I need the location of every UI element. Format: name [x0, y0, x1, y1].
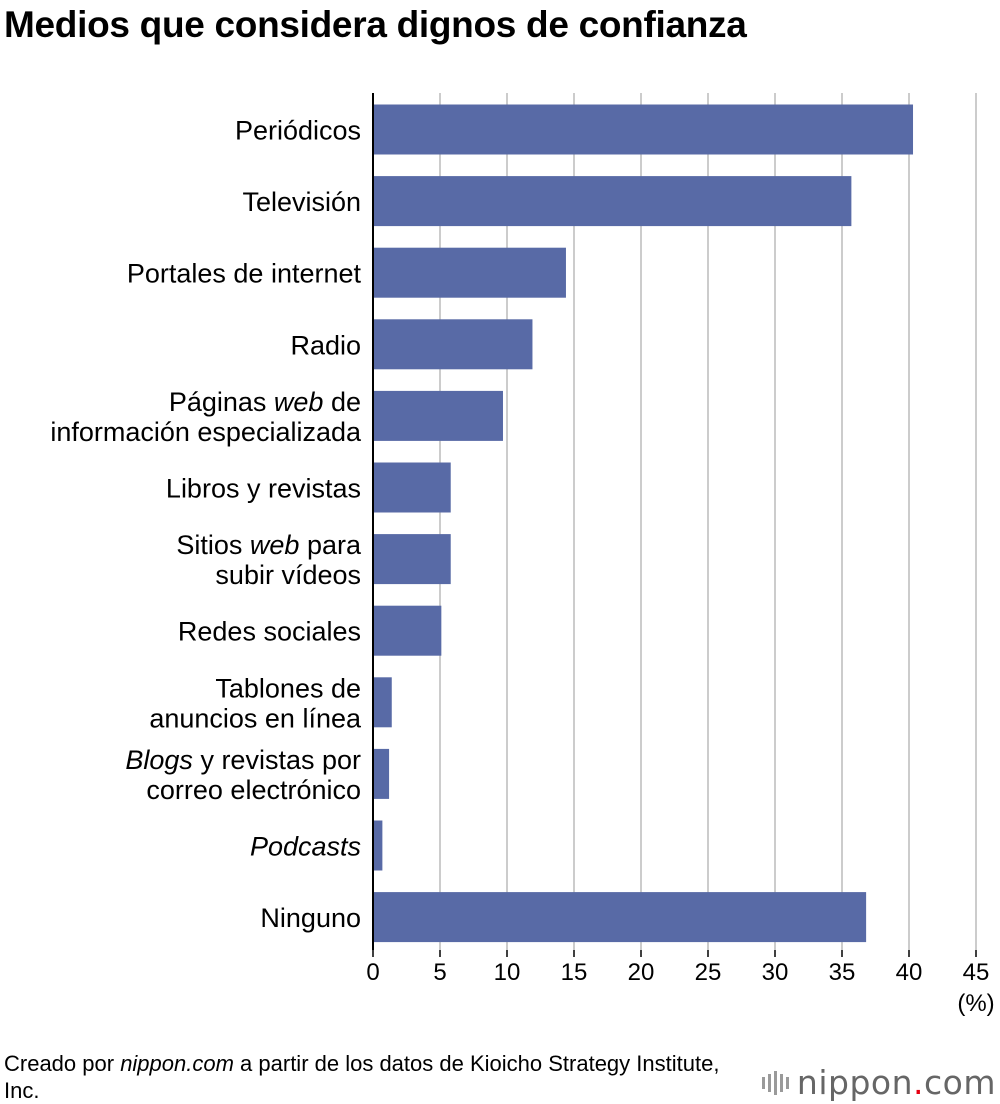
source-note: Creado por nippon.com a partir de los da… — [4, 1050, 744, 1104]
category-label-3: Radio — [290, 330, 361, 360]
category-label-11: Ninguno — [260, 903, 361, 933]
x-unit-label: (%) — [957, 990, 994, 1017]
source-prefix: Creado por — [4, 1051, 121, 1076]
logo-bars-icon — [761, 1070, 789, 1095]
category-label-1: Televisión — [242, 187, 361, 217]
bar-0 — [373, 104, 914, 155]
category-label-run: Ninguno — [260, 903, 361, 933]
bar-1 — [373, 176, 852, 227]
source-site: nippon.com — [120, 1051, 234, 1076]
bar-3 — [373, 319, 533, 370]
x-tick-label-20: 20 — [628, 959, 655, 986]
category-label-run: correo electrónico — [146, 775, 361, 805]
x-tick-label-5: 5 — [433, 959, 446, 986]
category-label-run: Periódicos — [235, 116, 361, 146]
category-label-run: Sitios — [176, 530, 250, 560]
category-label-run: Portales de internet — [127, 259, 362, 289]
category-label-7: Redes sociales — [178, 617, 361, 647]
x-tick-label-10: 10 — [494, 959, 521, 986]
category-label-run: Tablones de — [215, 673, 361, 703]
category-label-run: Páginas — [169, 387, 274, 417]
category-label-run: web — [250, 530, 300, 560]
bar-10 — [373, 820, 383, 871]
category-label-6: Sitios web para subir vídeos — [176, 530, 362, 590]
category-label-2: Portales de internet — [127, 259, 362, 289]
category-label-9: Blogs y revistas por correo electrónico — [125, 745, 361, 805]
category-label-0: Periódicos — [235, 116, 361, 146]
x-tick-label-40: 40 — [896, 959, 923, 986]
bar-9 — [373, 748, 390, 799]
category-label-run: Redes sociales — [178, 617, 361, 647]
bar-2 — [373, 247, 566, 298]
category-label-5: Libros y revistas — [166, 474, 361, 504]
bar-11 — [373, 892, 867, 943]
category-label-run: Televisión — [242, 187, 361, 217]
x-tick-label-0: 0 — [366, 959, 379, 986]
x-tick-label-15: 15 — [561, 959, 588, 986]
category-label-run: anuncios en línea — [149, 703, 362, 733]
x-tick-label-45: 45 — [963, 959, 990, 986]
bar-4 — [373, 390, 503, 441]
category-label-4: Páginas web de información especializada — [50, 387, 362, 447]
category-label-8: Tablones de anuncios en línea — [149, 673, 362, 733]
logo-name: nippon — [796, 1063, 914, 1102]
x-tick-label-35: 35 — [829, 959, 856, 986]
chart-title: Medios que considera dignos de confianza — [4, 4, 747, 45]
x-tick-label-25: 25 — [695, 959, 722, 986]
x-tick-label-30: 30 — [762, 959, 789, 986]
source-suffix: a partir de los datos de Kioicho Strateg… — [4, 1051, 720, 1103]
category-label-run: Radio — [290, 330, 361, 360]
logo-tld: com — [924, 1063, 996, 1102]
category-label-10: Podcasts — [250, 832, 361, 862]
bar-8 — [373, 677, 392, 728]
category-label-run: Blogs — [125, 745, 193, 775]
category-label-run: de — [323, 387, 361, 417]
category-label-run: información especializada — [50, 417, 362, 447]
bar-chart: 0 5 10 15 20 25 30 35 40 45 (%) Periódicos Televisió… — [50, 93, 995, 1017]
logo-dot: . — [913, 1063, 925, 1102]
category-label-run: subir vídeos — [215, 560, 361, 590]
nippon-logo: nippon. com — [761, 1063, 996, 1102]
bar-7 — [373, 605, 442, 656]
bar-6 — [373, 534, 451, 585]
category-label-run: Libros y revistas — [166, 474, 361, 504]
bar-5 — [373, 462, 451, 513]
category-label-run: y revistas por — [193, 745, 361, 775]
category-label-run: web — [274, 387, 324, 417]
category-label-run: para — [299, 530, 362, 560]
category-label-run: Podcasts — [250, 832, 361, 862]
